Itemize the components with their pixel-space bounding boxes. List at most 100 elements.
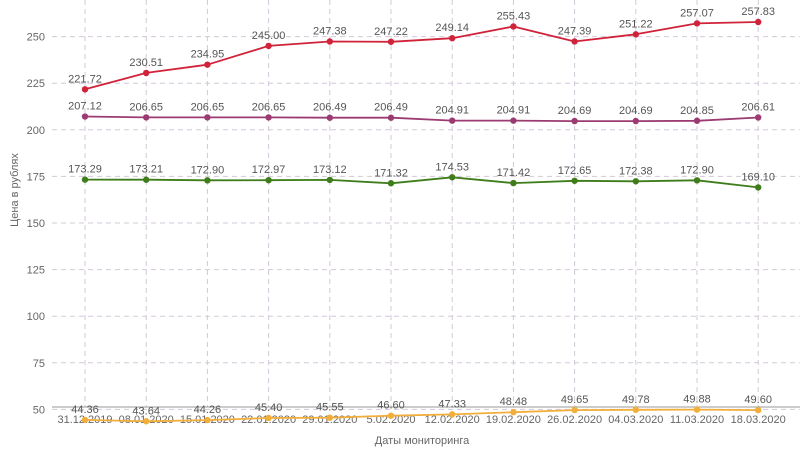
y-tick-label: 150 — [27, 218, 45, 230]
series-line-3 — [84, 176, 759, 189]
data-point — [265, 42, 272, 50]
data-label: 45.55 — [316, 402, 344, 414]
x-tick-label: 18.03.2020 — [731, 414, 786, 426]
data-point — [387, 114, 395, 121]
series-lines — [84, 21, 759, 423]
data-label: 171.32 — [374, 167, 408, 179]
data-point — [143, 418, 150, 425]
data-point — [265, 176, 272, 184]
data-label: 204.91 — [497, 105, 531, 117]
data-point — [510, 23, 517, 30]
data-point — [510, 117, 517, 124]
y-tick-labels: 5075100125150175200225250275 — [27, 32, 45, 417]
y-tick-label: 225 — [27, 78, 45, 90]
data-label: 204.85 — [680, 105, 714, 117]
data-label: 204.69 — [558, 105, 592, 117]
data-label: 171.42 — [497, 167, 531, 179]
data-label: 251.22 — [619, 18, 653, 30]
data-label: 45.40 — [255, 402, 283, 414]
data-point — [265, 414, 272, 422]
data-point — [755, 406, 762, 414]
y-tick-label: 250 — [27, 32, 45, 44]
x-axis-title: Даты мониторинга — [375, 435, 470, 447]
data-label: 257.83 — [741, 6, 775, 18]
data-point — [387, 180, 395, 187]
data-point — [693, 20, 701, 27]
data-label: 206.49 — [374, 102, 408, 114]
data-point — [81, 86, 89, 93]
data-point — [143, 69, 150, 77]
data-point — [81, 416, 89, 424]
data-labels: 221.72 230.51 234.95 245.00 247.38 247.22 249.… — [68, 6, 775, 417]
data-point — [204, 177, 211, 184]
data-point — [571, 117, 578, 125]
data-label: 172.90 — [680, 164, 714, 176]
data-label: 49.65 — [561, 394, 589, 406]
series-line-4 — [84, 408, 759, 423]
data-label: 49.60 — [744, 394, 772, 406]
y-tick-label: 50 — [33, 404, 45, 416]
data-label: 221.72 — [68, 73, 102, 85]
y-tick-label: 200 — [27, 125, 45, 137]
data-point — [693, 177, 701, 184]
data-point — [571, 38, 578, 45]
data-point — [632, 117, 639, 125]
data-point — [326, 114, 333, 121]
data-label: 245.00 — [252, 30, 286, 42]
data-point — [755, 114, 762, 121]
data-label: 249.14 — [435, 22, 469, 34]
data-point — [510, 179, 517, 187]
data-label: 204.91 — [435, 105, 469, 117]
data-label: 44.26 — [194, 404, 222, 416]
x-tick-label: 19.02.2020 — [486, 414, 541, 426]
data-label: 169.10 — [741, 171, 775, 183]
data-label: 172.38 — [619, 165, 653, 177]
data-point — [449, 35, 456, 42]
data-point — [449, 174, 456, 181]
data-label: 247.39 — [558, 25, 592, 37]
data-point — [632, 178, 639, 185]
data-point — [571, 406, 578, 414]
data-label: 49.78 — [622, 394, 650, 406]
data-point — [632, 31, 639, 38]
data-label: 172.65 — [558, 165, 592, 177]
y-tick-label: 175 — [27, 171, 45, 183]
data-label: 207.12 — [68, 101, 102, 113]
data-label: 206.65 — [129, 101, 163, 113]
data-label: 257.07 — [680, 7, 714, 19]
data-label: 174.53 — [435, 161, 469, 173]
data-point — [204, 114, 211, 121]
data-point — [449, 411, 456, 418]
data-label: 172.97 — [252, 164, 286, 176]
x-tick-label: 26.02.2020 — [547, 414, 602, 426]
data-point — [204, 416, 211, 424]
series-line-2 — [84, 115, 759, 122]
data-label: 247.38 — [313, 25, 347, 37]
data-point — [387, 412, 395, 419]
data-point — [632, 406, 639, 414]
data-label: 230.51 — [129, 57, 163, 69]
data-point — [326, 176, 333, 184]
data-label: 49.88 — [683, 394, 711, 406]
data-point — [571, 177, 578, 184]
data-point — [143, 114, 150, 121]
data-label: 206.49 — [313, 102, 347, 114]
data-point — [449, 117, 456, 124]
y-tick-label: 75 — [33, 358, 45, 370]
x-tick-label: 04.03.2020 — [608, 414, 663, 426]
data-point — [387, 38, 395, 45]
data-point — [510, 409, 517, 416]
data-point — [204, 61, 211, 68]
data-label: 172.90 — [191, 164, 225, 176]
data-point — [755, 184, 762, 191]
data-point — [755, 18, 762, 26]
y-tick-label: 125 — [27, 265, 45, 277]
data-point — [693, 117, 701, 124]
y-axis-title: Цена в рублях — [9, 153, 21, 227]
series-line-1 — [84, 21, 759, 91]
x-tick-label: 12.02.2020 — [425, 414, 480, 426]
data-label: 173.29 — [68, 164, 102, 176]
data-point — [326, 414, 333, 421]
data-label: 204.69 — [619, 105, 653, 117]
